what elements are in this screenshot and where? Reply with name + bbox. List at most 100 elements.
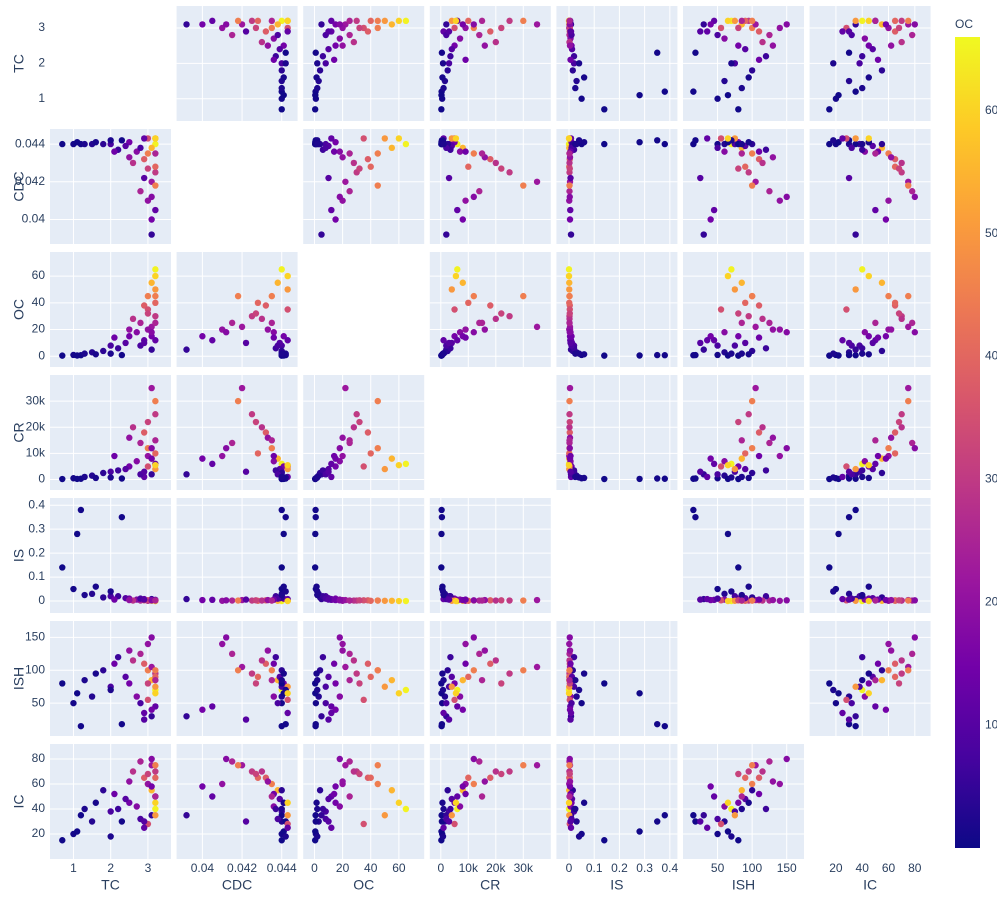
scatter-point (459, 216, 466, 223)
scatter-point (374, 762, 381, 769)
scatter-point (856, 60, 863, 67)
scatter-point (268, 292, 276, 300)
scatter-point (481, 778, 488, 785)
x-axis-title: IC (863, 877, 877, 893)
scatter-point (137, 144, 144, 152)
scatter-point (566, 634, 573, 641)
scatter-point (111, 790, 118, 798)
scatter-point (448, 45, 455, 53)
scatter-point (724, 530, 732, 538)
scatter-point (107, 350, 114, 357)
scatter-point (826, 680, 833, 687)
scatter-point (152, 597, 159, 604)
scatter-point (481, 326, 488, 333)
scatter-point (313, 74, 320, 81)
scatter-point (755, 429, 763, 436)
scatter-point (264, 778, 272, 785)
y-tick-label: 20 (32, 826, 46, 840)
scatter-point (636, 828, 643, 835)
scatter-point (859, 140, 866, 148)
scatter-point (714, 595, 721, 602)
scatter-point (566, 640, 573, 648)
scatter-point (735, 837, 742, 844)
scatter-point (845, 468, 853, 475)
scatter-point (234, 17, 242, 25)
scatter-point (908, 319, 916, 327)
scatter-point (891, 450, 899, 457)
scatter-point (278, 564, 285, 571)
scatter-point (270, 334, 277, 341)
scatter-point (254, 450, 262, 457)
scatter-point (565, 135, 573, 142)
scatter-point (70, 699, 77, 707)
scatter-point (742, 163, 749, 170)
scatter-point (388, 676, 396, 684)
scatter-point (783, 597, 790, 604)
scatter-point (724, 91, 732, 99)
scatter-point (140, 468, 148, 475)
scatter-point (328, 709, 335, 717)
scatter-point (92, 351, 99, 358)
scatter-point (887, 434, 895, 441)
scatter-point (661, 475, 668, 482)
scatter-point (738, 787, 745, 794)
scatter-point (367, 450, 374, 457)
x-tick-label: 0.042 (227, 861, 257, 875)
scatter-point (567, 716, 574, 723)
scatter-point (350, 657, 358, 664)
scatter-point (580, 351, 588, 358)
scatter-point (381, 683, 389, 690)
scatter-point (318, 713, 325, 720)
scatter-point (865, 597, 872, 605)
scatter-point (891, 299, 899, 307)
scatter-point (852, 352, 859, 359)
scatter-point (448, 795, 455, 803)
scatter-point (148, 216, 155, 223)
scatter-point (721, 35, 728, 42)
scatter-point (242, 339, 250, 347)
scatter-point (573, 693, 580, 700)
scatter-point (735, 42, 742, 49)
scatter-point (438, 530, 445, 538)
y-tick-label: 2 (38, 55, 45, 69)
scatter-point (859, 653, 866, 661)
scatter-point (498, 597, 505, 604)
scatter-point (601, 140, 608, 148)
scatter-point (222, 755, 230, 763)
scatter-point (316, 67, 324, 74)
scatter-point (735, 310, 742, 317)
scatter-point (700, 21, 707, 28)
scatter-point (566, 429, 573, 436)
scatter-point (73, 352, 81, 359)
colorbar-tick-label: 60 (985, 103, 997, 117)
scatter-point (885, 667, 892, 674)
scatter-point (268, 319, 276, 327)
scatter-point (755, 148, 763, 155)
scatter-point (872, 17, 879, 25)
y-axis-title: ISH (11, 667, 27, 690)
y-tick-label: 20k (26, 419, 46, 433)
scatter-point (443, 699, 450, 707)
scatter-point (748, 397, 756, 405)
x-tick-label: 0.4 (661, 861, 678, 875)
scatter-point (444, 667, 451, 674)
scatter-point (895, 680, 903, 687)
scatter-point (81, 140, 88, 148)
x-tick-label: 50 (711, 861, 725, 875)
scatter-point (148, 279, 155, 286)
scatter-point (137, 439, 144, 447)
scatter-point (438, 564, 445, 571)
scatter-point (566, 755, 573, 763)
scatter-point (869, 339, 876, 347)
scatter-point (845, 513, 853, 521)
scatter-point (438, 49, 446, 56)
scatter-point (199, 783, 206, 790)
scatter-point (219, 780, 226, 788)
scatter-point (148, 713, 155, 720)
scatter-point (77, 722, 85, 730)
scatter-point (350, 424, 358, 431)
scatter-point (573, 77, 580, 85)
x-tick-label: 40 (856, 861, 870, 875)
scatter-point (312, 49, 319, 56)
scatter-point (735, 418, 742, 426)
